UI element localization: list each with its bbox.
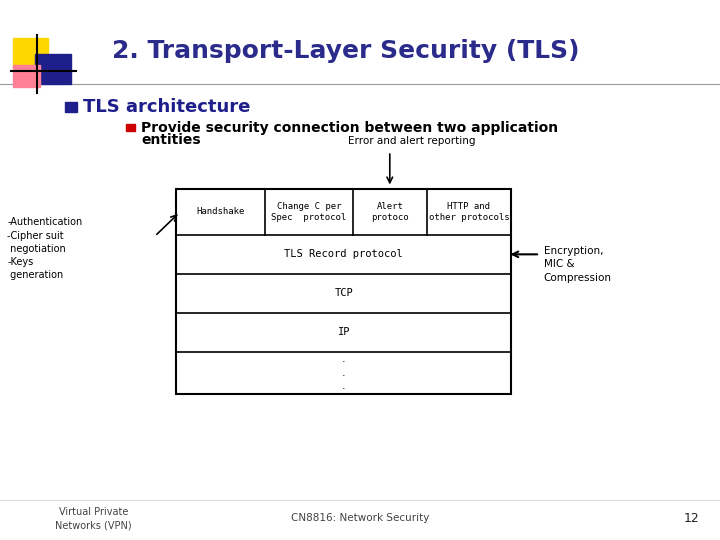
Text: TCP: TCP xyxy=(334,288,354,298)
Bar xyxy=(65,102,77,112)
Bar xyxy=(13,38,48,68)
Text: Encryption,
MIC &
Compression: Encryption, MIC & Compression xyxy=(544,246,611,282)
Bar xyxy=(13,65,40,87)
Text: Change C per
Spec  protocol: Change C per Spec protocol xyxy=(271,202,346,221)
Text: entities: entities xyxy=(141,133,201,147)
Text: Alert
protoco: Alert protoco xyxy=(371,202,409,221)
Text: .: . xyxy=(342,381,346,391)
Text: IP: IP xyxy=(338,327,350,337)
Bar xyxy=(35,54,71,84)
Text: .: . xyxy=(342,368,346,378)
Text: TLS Record protocol: TLS Record protocol xyxy=(284,249,403,259)
Text: Provide security connection between two application: Provide security connection between two … xyxy=(141,121,558,135)
Text: Error and alert reporting: Error and alert reporting xyxy=(348,136,475,146)
Text: 2. Transport-Layer Security (TLS): 2. Transport-Layer Security (TLS) xyxy=(112,39,579,63)
Text: TLS architecture: TLS architecture xyxy=(83,98,250,116)
Text: Handshake: Handshake xyxy=(197,207,245,217)
Text: HTTP and
other protocols: HTTP and other protocols xyxy=(428,202,509,221)
Text: -Authentication
-Cipher suit
 negotiation
-Keys
 generation: -Authentication -Cipher suit negotiation… xyxy=(7,217,83,280)
Bar xyxy=(126,124,135,131)
Text: CN8816: Network Security: CN8816: Network Security xyxy=(291,514,429,523)
Text: Virtual Private
Networks (VPN): Virtual Private Networks (VPN) xyxy=(55,507,132,530)
Text: 12: 12 xyxy=(683,512,699,525)
Bar xyxy=(176,189,511,394)
Text: .: . xyxy=(342,354,346,364)
